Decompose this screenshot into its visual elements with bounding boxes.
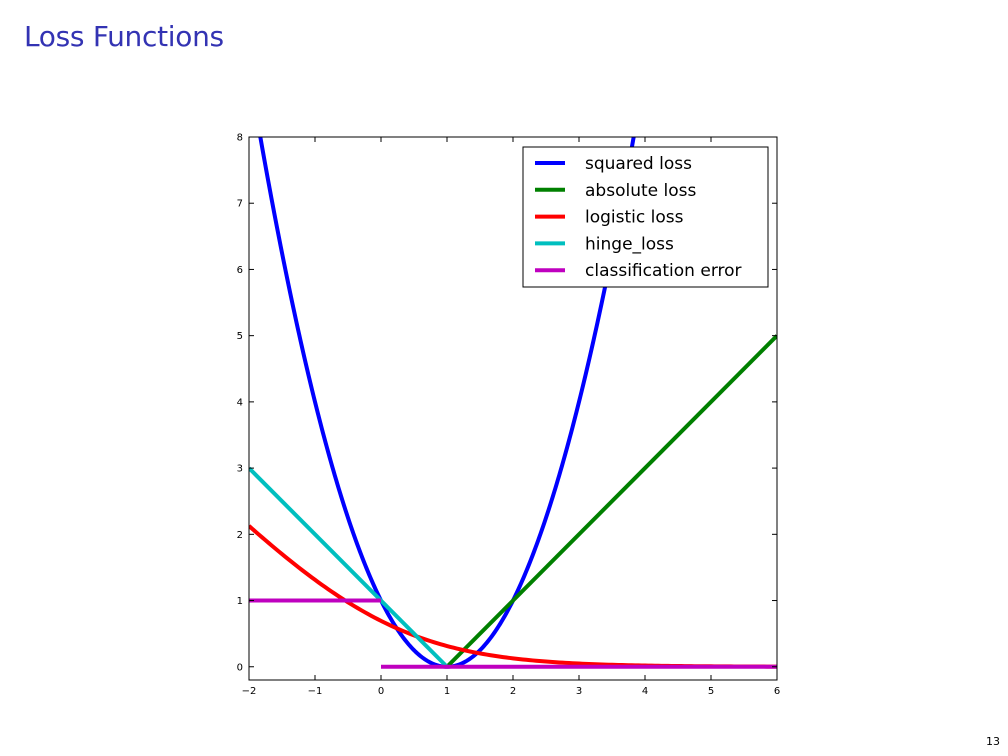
series-line <box>445 334 777 669</box>
y-tick-label: 2 <box>237 530 243 541</box>
x-tick-label: 0 <box>378 686 384 697</box>
y-tick-label: 4 <box>237 397 243 408</box>
legend: squared loss absolute loss logistic loss hi… <box>522 146 769 288</box>
y-tick-label: 1 <box>237 596 243 607</box>
x-tick-label: 4 <box>642 686 648 697</box>
y-tick-label: 6 <box>237 265 243 276</box>
legend-label: squared loss <box>585 154 692 174</box>
x-tick-label: 5 <box>708 686 714 697</box>
x-tick-label: −2 <box>242 686 257 697</box>
series-classification-error <box>249 598 777 669</box>
series-absolute-loss <box>445 334 777 669</box>
series-line <box>249 466 449 669</box>
ticks-layer: −2 −1 0 1 2 3 4 5 6 0 1 2 3 4 5 6 7 8 <box>237 133 781 698</box>
x-tick-label: 3 <box>576 686 582 697</box>
series-layer <box>249 137 777 669</box>
x-tick-label: 1 <box>444 686 450 697</box>
x-tick-label: 6 <box>774 686 780 697</box>
slide-title: Loss Functions <box>24 20 224 53</box>
y-tick-label: 0 <box>237 662 243 673</box>
y-tick-label: 7 <box>237 199 243 210</box>
legend-label: absolute loss <box>585 181 696 201</box>
x-tick-label: −1 <box>308 686 323 697</box>
series-hinge-loss <box>249 466 449 669</box>
y-tick-label: 8 <box>237 133 243 144</box>
legend-label: logistic loss <box>585 208 684 228</box>
y-tick-label: 5 <box>237 331 243 342</box>
legend-label: classification error <box>585 261 742 281</box>
legend-label: hinge_loss <box>585 234 674 254</box>
x-tick-label: 2 <box>510 686 516 697</box>
y-tick-label: 3 <box>237 464 243 475</box>
page-number: 13 <box>986 735 1000 748</box>
